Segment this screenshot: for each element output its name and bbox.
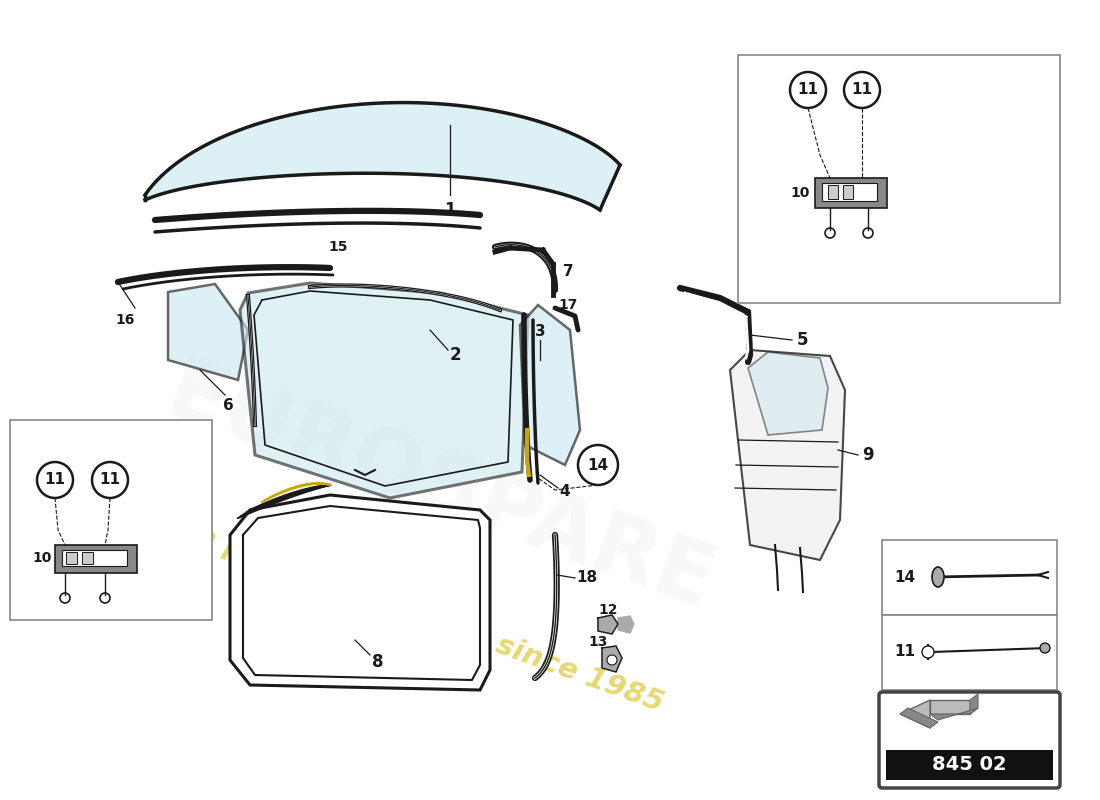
FancyBboxPatch shape xyxy=(879,692,1060,788)
Polygon shape xyxy=(230,495,490,690)
Circle shape xyxy=(790,72,826,108)
Text: 17: 17 xyxy=(559,298,578,312)
Text: 8: 8 xyxy=(372,653,384,671)
Text: 11: 11 xyxy=(894,645,915,659)
Bar xyxy=(55,545,138,573)
Polygon shape xyxy=(145,102,620,210)
Text: 15: 15 xyxy=(328,240,348,254)
Bar xyxy=(738,55,1060,303)
Bar xyxy=(62,550,126,566)
Bar xyxy=(66,552,77,564)
Polygon shape xyxy=(970,694,978,714)
Ellipse shape xyxy=(932,567,944,587)
Polygon shape xyxy=(168,284,248,380)
Circle shape xyxy=(37,462,73,498)
Text: 6: 6 xyxy=(222,398,233,413)
Polygon shape xyxy=(930,708,978,720)
Polygon shape xyxy=(240,283,528,498)
Circle shape xyxy=(1040,643,1050,653)
Bar xyxy=(815,178,887,208)
Polygon shape xyxy=(520,305,580,465)
Text: 845 02: 845 02 xyxy=(932,755,1006,774)
Text: 5: 5 xyxy=(796,331,807,349)
Text: 14: 14 xyxy=(894,570,915,585)
Circle shape xyxy=(92,462,128,498)
Bar xyxy=(882,615,1057,690)
Bar xyxy=(10,420,212,620)
Text: 1: 1 xyxy=(444,201,455,219)
Text: 12: 12 xyxy=(598,603,618,617)
Bar xyxy=(843,185,852,199)
Text: 3: 3 xyxy=(535,325,546,339)
Text: 14: 14 xyxy=(587,458,608,473)
Polygon shape xyxy=(730,350,845,560)
Polygon shape xyxy=(618,616,634,633)
Text: EUROSPARE: EUROSPARE xyxy=(155,352,725,628)
Text: 13: 13 xyxy=(588,635,607,649)
Polygon shape xyxy=(900,700,930,728)
Text: 9: 9 xyxy=(862,446,873,464)
Bar xyxy=(828,185,838,199)
Text: 11: 11 xyxy=(44,473,66,487)
Polygon shape xyxy=(930,700,970,714)
Circle shape xyxy=(578,445,618,485)
Text: 11: 11 xyxy=(99,473,121,487)
Text: 10: 10 xyxy=(32,551,52,565)
Text: 11: 11 xyxy=(798,82,818,98)
Text: 18: 18 xyxy=(576,570,597,586)
Text: 10: 10 xyxy=(790,186,810,200)
Circle shape xyxy=(922,646,934,658)
Polygon shape xyxy=(748,352,828,435)
Text: 7: 7 xyxy=(563,265,573,279)
Text: 11: 11 xyxy=(851,82,872,98)
Text: 2: 2 xyxy=(449,346,461,364)
Bar xyxy=(882,540,1057,615)
Polygon shape xyxy=(602,646,621,672)
Text: 4: 4 xyxy=(560,485,570,499)
Polygon shape xyxy=(598,615,618,634)
Bar xyxy=(822,183,877,201)
Circle shape xyxy=(607,655,617,665)
Bar xyxy=(82,552,94,564)
Circle shape xyxy=(844,72,880,108)
Polygon shape xyxy=(900,708,938,728)
Text: a passion for parts since 1985: a passion for parts since 1985 xyxy=(192,522,668,718)
Text: 16: 16 xyxy=(116,313,134,327)
Bar xyxy=(886,750,1053,780)
